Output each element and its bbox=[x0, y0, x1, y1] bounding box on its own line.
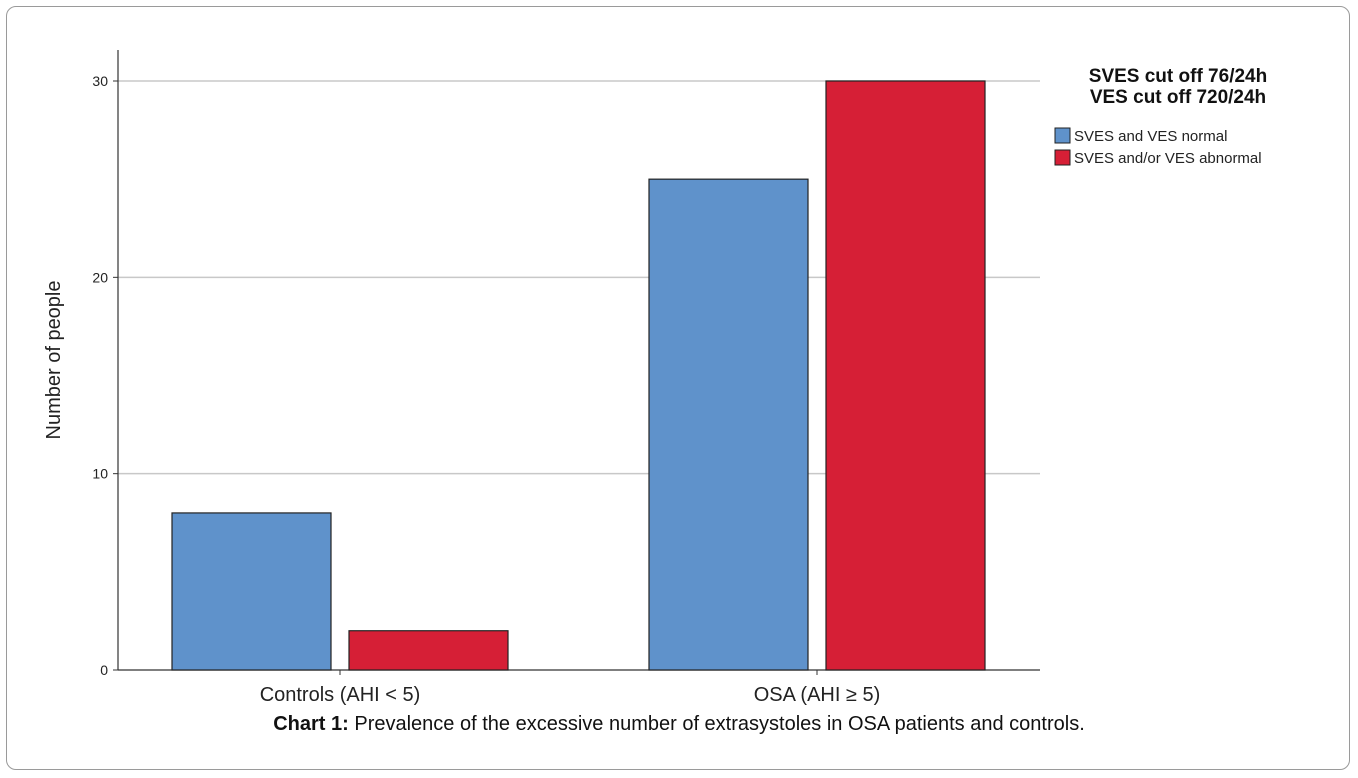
bar bbox=[171, 512, 332, 671]
figure-caption: Chart 1: Prevalence of the excessive num… bbox=[0, 713, 1358, 736]
y-tick-label: 10 bbox=[92, 466, 108, 482]
y-tick-label: 0 bbox=[100, 662, 108, 678]
bar bbox=[648, 178, 809, 671]
caption-text: Prevalence of the excessive number of ex… bbox=[348, 713, 1085, 735]
legend-title: SVES cut off 76/24h bbox=[1089, 66, 1267, 87]
legend-label: SVES and VES normal bbox=[1074, 128, 1227, 145]
legend-swatch bbox=[1054, 149, 1071, 166]
y-tick-label: 30 bbox=[92, 73, 108, 89]
legend-title: VES cut off 720/24h bbox=[1090, 87, 1266, 108]
caption-label: Chart 1: bbox=[273, 713, 349, 735]
x-tick-label: OSA (AHI ≥ 5) bbox=[754, 684, 881, 706]
bar bbox=[825, 80, 986, 671]
y-tick-label: 20 bbox=[92, 269, 108, 285]
x-tick-label: Controls (AHI < 5) bbox=[260, 684, 421, 706]
y-axis-label: Number of people bbox=[43, 281, 65, 440]
legend-label: SVES and/or VES abnormal bbox=[1074, 150, 1262, 167]
legend-swatch bbox=[1054, 127, 1071, 144]
bar bbox=[348, 630, 509, 671]
